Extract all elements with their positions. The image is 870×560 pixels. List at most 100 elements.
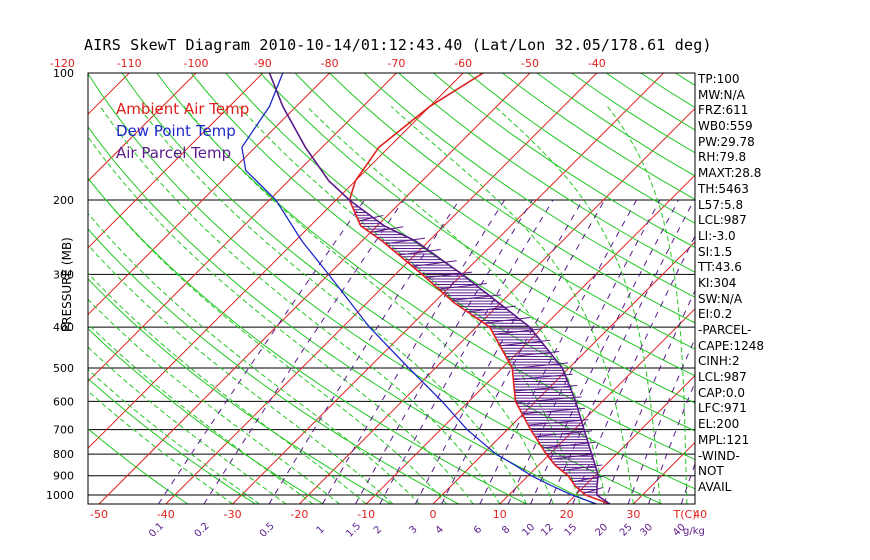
mixing-ratio-line: [203, 199, 405, 504]
cape-hatch-line: [483, 317, 531, 324]
temp-tick-label: -30: [224, 508, 242, 521]
mixing-ratio-line: [572, 235, 695, 504]
pressure-tick-label: 300: [53, 268, 74, 281]
top-temp-tick-label: -40: [588, 57, 606, 70]
isotherm-line: [165, 73, 598, 504]
stat-item: TT:43.6: [698, 260, 742, 275]
top-temp-tick-label: -110: [117, 57, 142, 70]
stat-item: TH:5463: [698, 181, 749, 196]
dry-adiabat-line: [121, 73, 695, 490]
top-temp-tick-label: -80: [321, 57, 339, 70]
temp-tick-label: 10: [493, 508, 507, 521]
mixing-ratio-line: [355, 199, 533, 504]
stat-item: CAP:0.0: [698, 385, 745, 400]
dry-adiabat-line: [88, 327, 324, 504]
mixing-ratio-label: 12: [539, 522, 556, 539]
moist-adiabat-line: [138, 106, 527, 504]
isotherm-line: [499, 308, 695, 504]
cape-hatch-line: [385, 237, 425, 245]
stat-item: PW:29.78: [698, 134, 755, 149]
pressure-tick-label: 600: [53, 395, 74, 408]
top-temp-tick-label: -100: [184, 57, 209, 70]
temp-unit-label: T(C): [673, 508, 697, 521]
mixing-ratio-label: 0.2: [193, 521, 212, 540]
cape-hatch-line: [358, 214, 384, 222]
cape-hatch-line: [369, 226, 404, 233]
mixing-ratio-line: [441, 199, 606, 504]
mixing-ratio-unit-label: g/kg: [683, 526, 705, 537]
isotherm-line: [98, 73, 531, 504]
stat-item: -WIND-: [698, 448, 740, 463]
mixing-ratio-label: 20: [593, 522, 610, 539]
top-temp-tick-label: -90: [254, 57, 272, 70]
moist-adiabat-line: [88, 323, 314, 504]
isotherm-line: [232, 73, 664, 504]
cape-hatch-line: [412, 260, 457, 267]
air-parcel-line: [268, 73, 611, 504]
cape-hatch-group: [352, 206, 604, 496]
legend-ambient-air-temp: Ambient Air Temp: [116, 100, 250, 118]
mixing-ratio-line: [157, 199, 365, 504]
moist-adiabat-line: [607, 106, 688, 504]
mixing-ratio-line: [548, 199, 695, 504]
stat-item: LI:-3.0: [698, 228, 736, 243]
moist-adiabat-line: [88, 136, 474, 504]
isotherm-line: [432, 241, 695, 504]
temp-tick-label: -40: [157, 508, 175, 521]
mixing-ratio-line: [479, 199, 637, 504]
mixing-ratio-label: 3: [408, 524, 420, 536]
stat-item: FRZ:611: [698, 103, 749, 118]
dry-adiabat-line: [88, 278, 392, 504]
stat-item: AVAIL: [698, 479, 732, 494]
pressure-tick-label: 900: [53, 470, 74, 483]
ambient-temp-line: [348, 73, 611, 504]
mixing-ratio-line: [627, 337, 695, 504]
moist-adiabat-line: [88, 212, 420, 504]
cape-hatch-line: [528, 419, 589, 426]
moist-adiabat-line: [306, 106, 608, 504]
cape-hatch-line: [516, 396, 582, 403]
cape-hatch-line: [513, 373, 573, 381]
mixing-ratio-line: [268, 199, 460, 504]
cape-hatch-line: [425, 271, 473, 279]
top-temp-tick-label: -50: [521, 57, 539, 70]
cape-hatch-line: [550, 453, 599, 460]
dry-adiabat-line: [88, 228, 459, 504]
temp-tick-label: 0: [430, 508, 437, 521]
temp-tick-label: 30: [626, 508, 640, 521]
mixing-ratio-line: [680, 462, 695, 504]
stat-item: MPL:121: [698, 432, 750, 447]
moist-adiabat-line: [88, 272, 367, 504]
mixing-ratio-line: [603, 289, 695, 504]
cape-hatch-line: [493, 328, 542, 335]
mixing-ratio-label: 25: [618, 522, 635, 539]
stat-item: LCL:987: [698, 370, 747, 385]
stat-item: MW:N/A: [698, 87, 745, 102]
dry-adiabat-line: [88, 377, 256, 504]
dry-adiabat-line: [88, 177, 527, 504]
cape-hatch-line: [535, 430, 592, 438]
mixing-ratio-line: [379, 199, 554, 504]
legend-air-parcel-temp: Air Parcel Temp: [116, 144, 232, 162]
cape-hatch-line: [398, 248, 441, 256]
isotherm-line: [0, 73, 62, 504]
stat-item: MAXT:28.8: [698, 166, 762, 181]
pressure-tick-label: 800: [53, 448, 74, 461]
dry-adiabat-line: [190, 73, 695, 432]
top-temp-tick-label: -60: [454, 57, 472, 70]
stat-item: CINH:2: [698, 354, 740, 369]
dry-adiabat-line: [88, 126, 595, 504]
pressure-tick-label: 100: [53, 67, 74, 80]
dry-adiabat-line: [329, 73, 695, 324]
moist-adiabat-line: [88, 390, 233, 504]
moist-adiabat-line: [88, 298, 340, 504]
isotherm-line: [566, 374, 695, 504]
cape-hatch-line: [451, 294, 502, 301]
cape-hatch-line: [583, 487, 603, 494]
dry-adiabat-line: [294, 73, 695, 350]
mixing-ratio-line: [530, 199, 679, 504]
series-group: [241, 73, 611, 504]
moist-adiabat-line: [88, 177, 447, 504]
stat-item: WB0:559: [698, 119, 753, 134]
dry-adiabat-line: [432, 73, 695, 249]
